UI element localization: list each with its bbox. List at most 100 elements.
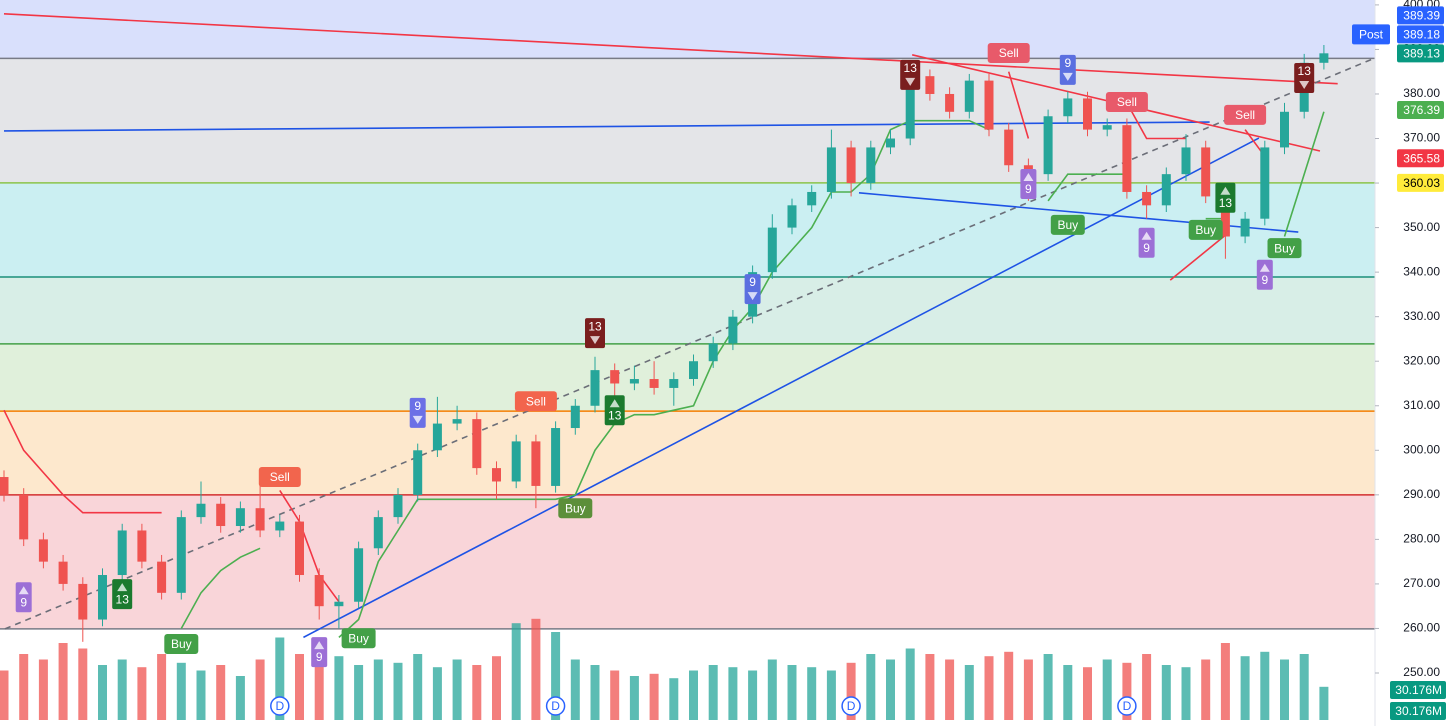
volume-bar: [826, 670, 836, 720]
signal-label: Buy: [171, 637, 192, 651]
y-tick-label: 300.00: [1403, 442, 1440, 456]
volume-bar: [38, 659, 48, 720]
signal: 13: [900, 59, 921, 90]
y-tick-label: 310.00: [1403, 398, 1440, 412]
candle-body: [137, 530, 147, 562]
signal: 13: [1215, 182, 1236, 213]
event-marker: [841, 696, 861, 716]
band: [0, 343, 1375, 412]
signal: Sell: [1105, 91, 1148, 112]
signal-badge: [15, 582, 32, 613]
signal: 13: [1294, 62, 1315, 93]
signal: Buy: [1267, 238, 1302, 259]
volume-bar: [314, 648, 324, 720]
band: [0, 411, 1375, 495]
session-badge: [1352, 24, 1390, 45]
candle-body: [413, 450, 423, 495]
signal-badge: [409, 397, 426, 428]
candle-body: [176, 517, 186, 593]
volume-bar: [78, 648, 88, 720]
signal-label: Buy: [1057, 218, 1078, 232]
y-tick-label: 340.00: [1403, 264, 1440, 278]
candle-body: [452, 419, 462, 424]
volume-bar: [1043, 654, 1053, 720]
volume-bar: [945, 659, 955, 720]
candle-body: [38, 539, 48, 562]
candle-body: [19, 494, 29, 540]
signal-label: Sell: [1117, 95, 1137, 109]
volume-bar: [1240, 656, 1250, 720]
candle-body: [334, 601, 344, 607]
candle-body: [945, 93, 955, 112]
signal-badge: [311, 637, 328, 668]
signal-badge: [112, 579, 133, 610]
signal-arrow: [1220, 186, 1231, 195]
price-badge: [1397, 149, 1444, 168]
candle-body: [886, 138, 895, 148]
candle-body: [1043, 116, 1053, 175]
candle-body: [1142, 191, 1152, 206]
candle-body: [235, 508, 245, 527]
candle-body: [531, 441, 541, 486]
supertrend-line: [180, 111, 1325, 638]
candle-body: [98, 575, 107, 620]
volume-bar: [1299, 654, 1309, 720]
price-badge-label: 365.58: [1403, 151, 1440, 165]
band: [0, 277, 1375, 344]
signal-arrow: [905, 77, 916, 86]
signal: Sell: [514, 391, 557, 412]
trend-line: [1169, 231, 1230, 281]
candle-body: [689, 361, 698, 380]
signal-arrow: [590, 336, 600, 345]
volume-bar: [610, 670, 620, 720]
volume-bar: [807, 667, 817, 720]
volume-bar: [373, 659, 383, 720]
volume-bar: [511, 623, 521, 720]
volume-bar: [1319, 686, 1329, 720]
volume-bar: [275, 637, 285, 720]
volume-bar: [984, 656, 994, 720]
candle-body: [551, 428, 561, 486]
candle-body: [925, 76, 935, 94]
event-marker: [1117, 696, 1137, 716]
candle-body: [275, 521, 285, 531]
y-tick-label: 400.00: [1403, 0, 1440, 11]
signal-label: 13: [1219, 196, 1233, 210]
volume-bar: [354, 665, 364, 720]
volume-bar: [1142, 654, 1152, 720]
price-axis: 250.00 260.00 270.00 280.00 290.00 300.00 310.…: [1375, 0, 1446, 720]
y-tick-label: 350.00: [1403, 220, 1440, 234]
candle-body: [1181, 147, 1191, 175]
y-tick-label: 370.00: [1403, 131, 1440, 145]
signal-label: 13: [608, 408, 622, 422]
signal-badge: [1138, 227, 1155, 258]
y-tick-label: 250.00: [1403, 665, 1440, 679]
supertrend-line: [3, 71, 1266, 603]
volume-bar: [689, 670, 698, 720]
candle-body: [216, 503, 226, 527]
y-tick-label: 280.00: [1403, 532, 1440, 546]
signal-badge: [1256, 259, 1273, 290]
signal-label: Buy: [1195, 223, 1216, 237]
candle-body: [846, 147, 856, 184]
signal-badge: [1188, 219, 1223, 240]
event-marker: [545, 696, 566, 716]
signal-label: Sell: [526, 394, 546, 408]
signal-badge: [1215, 182, 1236, 213]
signal: Sell: [987, 43, 1030, 64]
signal-arrow: [117, 583, 128, 592]
signal-badge: [558, 498, 593, 519]
volume-badge: [1390, 702, 1446, 720]
candle-body: [649, 379, 659, 388]
y-tick-label: 270.00: [1403, 576, 1440, 590]
signal-arrow: [747, 292, 758, 301]
signal-label: 13: [1298, 64, 1312, 78]
signal-label: Sell: [270, 470, 290, 484]
volume-bar: [1023, 659, 1033, 720]
volume-bar: [964, 665, 974, 720]
signal-label: 13: [116, 592, 130, 606]
signal-badge: [1224, 104, 1267, 125]
band: [0, 494, 1375, 629]
volume-bar: [905, 648, 915, 720]
